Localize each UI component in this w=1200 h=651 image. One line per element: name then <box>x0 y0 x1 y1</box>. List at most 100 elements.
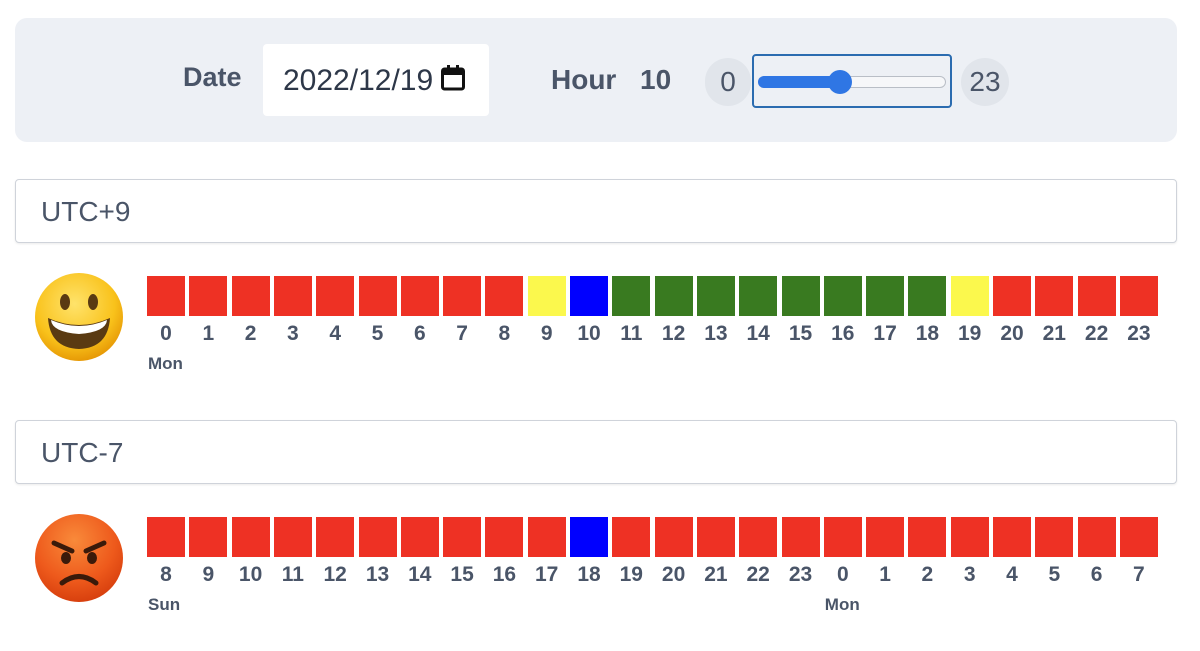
hour-label: 14 <box>408 563 432 586</box>
hour-cell[interactable] <box>696 517 735 557</box>
hour-label: 1 <box>202 322 215 345</box>
hour-label: 17 <box>535 563 559 586</box>
hour-cell[interactable] <box>739 517 778 557</box>
hour-cell[interactable] <box>908 276 947 316</box>
slider-max-label: 23 <box>961 58 1009 106</box>
slider-thumb[interactable] <box>828 70 853 94</box>
hour-label: 14 <box>746 322 770 345</box>
grinning-face-icon <box>34 272 124 362</box>
hour-label: 4 <box>1006 563 1018 586</box>
hour-label: 12 <box>661 322 686 345</box>
hour-cell[interactable] <box>739 276 778 316</box>
hour-cell[interactable] <box>1077 517 1116 557</box>
hour-cell[interactable] <box>316 276 355 316</box>
hour-cell[interactable] <box>781 276 820 316</box>
hour-label: 5 <box>371 322 384 345</box>
hour-cell[interactable] <box>485 276 524 316</box>
hour-label: 7 <box>456 322 468 345</box>
hour-label: 15 <box>450 563 474 586</box>
hour-label: 1 <box>879 563 891 586</box>
hour-cell[interactable] <box>570 517 608 557</box>
hour-cell[interactable] <box>993 276 1031 316</box>
timezone-input-1[interactable]: UTC+9 <box>15 179 1177 243</box>
hour-cell[interactable] <box>231 517 270 557</box>
hour-label: 19 <box>958 322 982 345</box>
hour-label: 13 <box>704 322 728 345</box>
hour-label: 15 <box>788 322 813 345</box>
hour-label: 8 <box>498 322 511 345</box>
hour-label: 21 <box>1042 322 1066 345</box>
hour-label: 6 <box>1090 563 1103 586</box>
timezone-input-2[interactable]: UTC-7 <box>15 420 1177 484</box>
hour-value: 10 <box>640 64 672 95</box>
hour-cell[interactable] <box>358 517 397 557</box>
hour-cell[interactable] <box>866 276 905 316</box>
hour-cell[interactable] <box>147 517 185 557</box>
hour-grid-utc-minus-7: 8 9 10 11 12 13 14 15 16 17 18 19 20 21 22 23 0 1 2 3 4 5 6 7 Su… <box>147 517 1161 614</box>
hour-label: 18 <box>577 563 601 586</box>
hour-label: 20 <box>661 563 686 586</box>
hour-label: 22 <box>746 563 770 586</box>
hour-cell[interactable] <box>1119 276 1158 316</box>
hour-cell[interactable] <box>1077 276 1116 316</box>
hour-cell[interactable] <box>781 517 820 557</box>
hour-cell[interactable] <box>273 276 312 316</box>
hour-cell[interactable] <box>696 276 735 316</box>
hour-cell[interactable] <box>147 276 185 316</box>
day-label: Mon <box>824 595 860 614</box>
hour-cell[interactable] <box>400 517 439 557</box>
hour-cell[interactable] <box>950 276 989 316</box>
hour-cell[interactable] <box>950 517 989 557</box>
hour-cell[interactable] <box>823 276 862 316</box>
hour-cell[interactable] <box>527 517 566 557</box>
hour-label: 7 <box>1133 563 1145 586</box>
hour-cell[interactable] <box>823 517 862 557</box>
day-label: Sun <box>148 595 181 614</box>
hour-label: 11 <box>281 563 304 586</box>
hour-cell[interactable] <box>189 517 228 557</box>
hour-label: 20 <box>1000 322 1024 345</box>
date-input[interactable]: 2022/12/19 <box>263 44 489 116</box>
hour-label: 23 <box>1127 322 1151 345</box>
hour-cell[interactable] <box>654 276 693 316</box>
hour-cell[interactable] <box>1035 276 1074 316</box>
hour-label: 19 <box>619 563 643 586</box>
hour-cell[interactable] <box>316 517 355 557</box>
hour-label: Hour <box>551 64 617 95</box>
date-label: Date <box>183 62 242 92</box>
hour-cell[interactable] <box>400 276 439 316</box>
hour-cell[interactable] <box>993 517 1031 557</box>
hour-cell[interactable] <box>612 276 651 316</box>
hour-cell[interactable] <box>527 276 566 316</box>
hour-cell[interactable] <box>358 276 397 316</box>
hour-cell[interactable] <box>231 276 270 316</box>
hour-cell[interactable] <box>654 517 693 557</box>
hour-cell[interactable] <box>1119 517 1158 557</box>
hour-cell[interactable] <box>866 517 905 557</box>
hour-cell[interactable] <box>189 276 228 316</box>
hour-slider[interactable] <box>752 54 952 108</box>
hour-cell[interactable] <box>612 517 651 557</box>
hour-cell[interactable] <box>1035 517 1074 557</box>
hour-label: 17 <box>873 322 897 345</box>
hour-cell[interactable] <box>908 517 947 557</box>
hour-label: 22 <box>1084 322 1109 345</box>
hour-cell[interactable] <box>485 517 524 557</box>
hour-label: 13 <box>365 563 390 586</box>
hour-label: 9 <box>202 563 215 586</box>
hour-cell[interactable] <box>273 517 312 557</box>
slider-fill <box>758 76 841 88</box>
hour-cell[interactable] <box>570 276 608 316</box>
hour-grid-utc-plus-9: 0 1 2 3 4 5 6 7 8 9 10 11 12 13 14 15 16 17 18 19 20 21 22 23 Mo… <box>147 276 1161 373</box>
hour-cell[interactable] <box>443 276 482 316</box>
timezone-input-value: UTC+9 <box>41 196 131 227</box>
hour-label: 0 <box>836 563 849 586</box>
day-label: Mon <box>148 354 183 373</box>
hour-label: 10 <box>577 322 601 345</box>
hour-label: 23 <box>788 563 813 586</box>
calendar-icon[interactable] <box>441 65 465 96</box>
hour-cell[interactable] <box>443 517 482 557</box>
hour-label: 0 <box>160 322 172 345</box>
controls-panel: Date 2022/12/19 Hour 10 0 23 <box>15 18 1177 142</box>
hour-label: 16 <box>492 563 517 586</box>
